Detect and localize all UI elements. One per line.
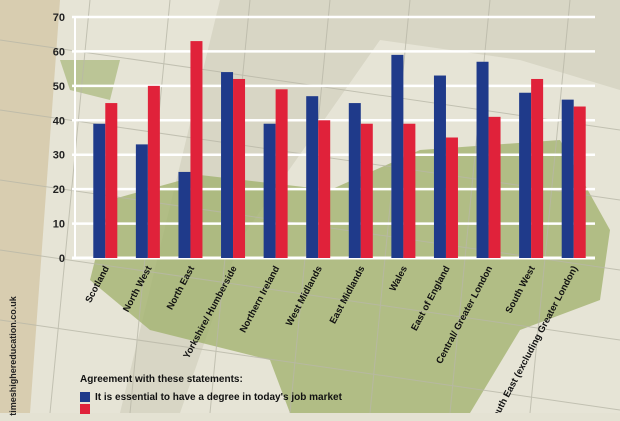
x-category-label: South East (excluding Greater London) [488,264,581,413]
x-category-label: Northern Ireland [238,264,282,335]
watermark: timeshighereducation.co.uk [8,296,18,416]
y-tick-label: 70 [53,12,65,24]
bar-blue-0 [93,123,106,258]
y-tick-label: 20 [53,184,65,196]
x-category-label: South West [504,264,539,316]
bar-blue-3 [221,72,234,258]
bar-red-8 [445,137,458,258]
bar-blue-1 [135,144,148,258]
bar-red-9 [488,116,501,258]
bar-red-5 [318,120,331,259]
bar-blue-6 [348,103,361,258]
legend-label: It is essential to have a degree in toda… [95,391,342,403]
bar-blue-7 [391,54,404,258]
x-category-label: East Midlands [328,264,368,326]
bar-blue-4 [263,123,276,258]
bar-red-11 [573,106,586,258]
x-category-label: Scotland [83,264,112,305]
bar-blue-8 [433,75,446,259]
y-tick-label: 40 [53,115,65,127]
y-tick-label: 50 [53,81,65,93]
bar-blue-9 [476,61,489,258]
bar-red-7 [403,123,416,258]
x-category-label: North West [121,264,155,314]
legend-item-blue: It is essential to have a degree in toda… [80,391,342,403]
x-category-label: West Midlands [284,264,325,328]
bar-red-4 [275,89,288,258]
bar-blue-2 [178,171,191,258]
bar-red-6 [360,123,373,258]
bar-red-1 [147,85,160,258]
x-category-label: North East [165,264,198,312]
bar-blue-11 [561,99,574,258]
y-tick-label: 10 [53,219,65,231]
legend: Agreement with these statements: It is e… [80,374,342,415]
bar-red-10 [531,78,544,258]
y-tick-label: 30 [53,150,65,162]
bar-red-2 [190,41,203,258]
x-category-label: East of England [409,264,453,333]
bar-blue-5 [306,96,319,258]
legend-swatch [80,392,90,402]
legend-item-red [80,403,342,415]
y-tick-label: 0 [59,253,65,265]
bar-blue-10 [519,92,532,258]
bar-red-0 [105,103,118,258]
legend-swatch [80,404,90,414]
x-category-label: Wales [388,264,410,293]
bar-red-3 [233,78,246,258]
legend-title: Agreement with these statements: [80,374,243,385]
y-tick-label: 60 [53,46,65,58]
